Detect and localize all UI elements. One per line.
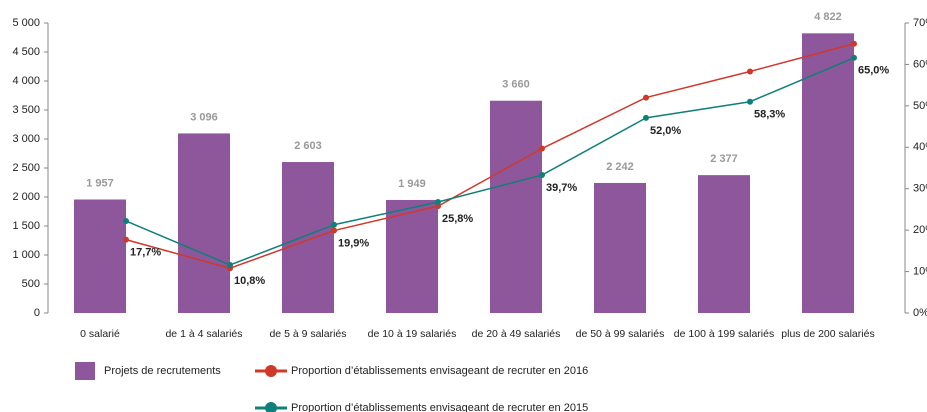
line-point <box>539 172 545 179</box>
line-point <box>123 236 129 243</box>
y2-tick-label: 70% <box>913 17 927 29</box>
bar <box>178 133 230 313</box>
x-tick-label: de 1 à 4 salariés <box>165 328 242 340</box>
y2-tick-label: 10% <box>913 265 927 277</box>
x-tick-label: plus de 200 salariés <box>781 328 874 340</box>
point-label: 52,0% <box>650 125 681 137</box>
bar <box>594 182 646 313</box>
x-tick-label: 0 salarié <box>80 328 120 340</box>
bar <box>282 162 334 313</box>
y-tick-label: 2 000 <box>12 191 40 203</box>
x-tick-label: de 50 à 99 salariés <box>576 328 665 340</box>
bar <box>490 100 542 313</box>
point-label: 19,9% <box>338 237 369 249</box>
legend-marker <box>265 365 277 377</box>
y2-tick-label: 40% <box>913 141 927 153</box>
y2-tick-label: 50% <box>913 100 927 112</box>
bar-label: 4 822 <box>814 11 842 23</box>
bar-label: 2 603 <box>294 140 322 152</box>
line-point <box>747 68 753 75</box>
y-tick-label: 0 <box>34 307 40 319</box>
bar <box>802 33 854 313</box>
x-tick-label: de 100 à 199 salariés <box>674 328 774 340</box>
legend-label: Proportion d’établissements envisageant … <box>291 365 588 377</box>
legend-label: Projets de recrutements <box>104 365 221 377</box>
x-tick-label: de 20 à 49 salariés <box>472 328 561 340</box>
y-tick-label: 4 500 <box>12 46 40 58</box>
y-tick-label: 4 000 <box>12 75 40 87</box>
line <box>125 57 855 266</box>
y2-tick-label: 0% <box>913 307 927 319</box>
y2-tick-label: 20% <box>913 224 927 236</box>
line-point <box>851 40 857 47</box>
y-tick-label: 1 000 <box>12 249 40 261</box>
line-point <box>851 54 857 61</box>
bar-label: 3 660 <box>502 79 530 91</box>
bar-label: 3 096 <box>190 111 218 123</box>
y-tick-label: 3 500 <box>12 104 40 116</box>
bar-label: 2 377 <box>710 153 738 165</box>
line-point <box>435 203 441 210</box>
x-tick-label: de 10 à 19 salariés <box>368 328 457 340</box>
line-point <box>643 114 649 121</box>
y2-tick-label: 60% <box>913 58 927 70</box>
x-tick-label: de 5 à 9 salariés <box>269 328 346 340</box>
y-tick-label: 5 000 <box>12 17 40 29</box>
point-label: 39,7% <box>546 182 577 194</box>
y2-tick-label: 30% <box>913 183 927 195</box>
legend-label: Proportion d’établissements envisageant … <box>291 402 588 412</box>
point-label: 17,7% <box>130 247 161 259</box>
bar-label: 1 949 <box>398 178 426 190</box>
point-label: 10,8% <box>234 275 265 287</box>
bar-label: 1 957 <box>86 177 114 189</box>
bar <box>698 175 750 313</box>
line-point <box>227 261 233 268</box>
point-label: 58,3% <box>754 109 785 121</box>
y-tick-label: 1 500 <box>12 220 40 232</box>
bar-label: 2 242 <box>606 161 634 173</box>
bar <box>386 199 438 313</box>
legend-swatch <box>75 362 95 380</box>
line-point <box>747 98 753 105</box>
y-tick-label: 2 500 <box>12 162 40 174</box>
y-tick-label: 3 000 <box>12 133 40 145</box>
line-point <box>331 221 337 228</box>
legend-marker <box>265 402 277 412</box>
line-point <box>331 227 337 234</box>
point-label: 65,0% <box>858 65 889 77</box>
line-point <box>123 218 129 225</box>
line-point <box>539 145 545 152</box>
y-tick-label: 500 <box>22 278 40 290</box>
line-point <box>643 94 649 101</box>
line-point <box>435 198 441 205</box>
point-label: 25,8% <box>442 213 473 225</box>
line <box>125 42 855 270</box>
bar <box>74 199 126 313</box>
